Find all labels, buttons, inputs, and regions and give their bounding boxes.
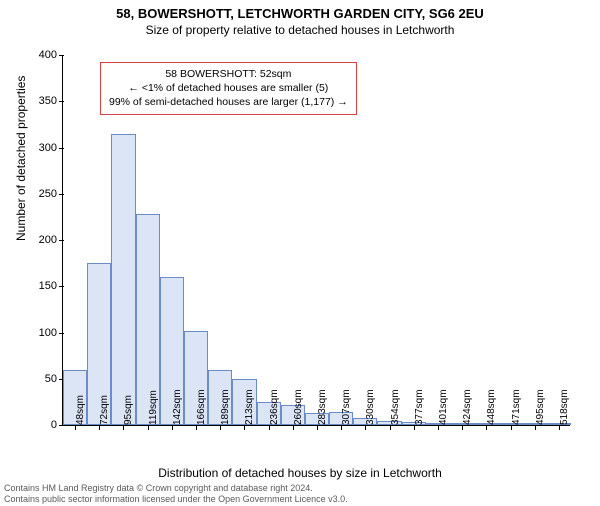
footer-line-2: Contains public sector information licen… <box>4 494 348 504</box>
annotation-line: ← <1% of detached houses are smaller (5) <box>109 81 348 95</box>
x-tick-label: 283sqm <box>313 389 328 425</box>
x-tick-label: 354sqm <box>386 389 401 425</box>
chart-subtitle: Size of property relative to detached ho… <box>0 23 600 37</box>
chart-title: 58, BOWERSHOTT, LETCHWORTH GARDEN CITY, … <box>0 6 600 21</box>
x-tick-label: 471sqm <box>507 389 522 425</box>
y-tick-label: 400 <box>39 49 63 61</box>
y-tick-label: 350 <box>39 95 63 107</box>
x-tick-mark <box>269 425 270 430</box>
x-tick-label: 401sqm <box>434 389 449 425</box>
y-tick-label: 100 <box>39 327 63 339</box>
x-tick-label: 495sqm <box>531 389 546 425</box>
footer-attribution: Contains HM Land Registry data © Crown c… <box>4 483 348 504</box>
x-tick-label: 448sqm <box>482 389 497 425</box>
x-tick-mark <box>438 425 439 430</box>
y-tick-label: 0 <box>51 419 63 431</box>
x-tick-mark <box>559 425 560 430</box>
x-tick-mark <box>148 425 149 430</box>
x-tick-label: 166sqm <box>192 389 207 425</box>
histogram-bar <box>111 134 135 425</box>
x-tick-mark <box>390 425 391 430</box>
y-tick-label: 200 <box>39 234 63 246</box>
x-tick-label: 424sqm <box>458 389 473 425</box>
x-tick-mark <box>462 425 463 430</box>
x-tick-mark <box>196 425 197 430</box>
x-tick-label: 330sqm <box>361 389 376 425</box>
x-tick-label: 142sqm <box>168 389 183 425</box>
annotation-box: 58 BOWERSHOTT: 52sqm← <1% of detached ho… <box>100 62 357 115</box>
annotation-line: 58 BOWERSHOTT: 52sqm <box>109 67 348 81</box>
x-tick-label: 213sqm <box>240 389 255 425</box>
x-tick-mark <box>535 425 536 430</box>
footer-line-1: Contains HM Land Registry data © Crown c… <box>4 483 348 493</box>
x-tick-label: 48sqm <box>71 395 86 425</box>
x-tick-mark <box>220 425 221 430</box>
x-tick-label: 377sqm <box>410 389 425 425</box>
x-tick-mark <box>293 425 294 430</box>
y-tick-label: 50 <box>45 373 63 385</box>
y-tick-label: 250 <box>39 188 63 200</box>
x-tick-mark <box>414 425 415 430</box>
x-tick-mark <box>511 425 512 430</box>
annotation-line: 99% of semi-detached houses are larger (… <box>109 95 348 109</box>
x-tick-label: 236sqm <box>265 389 280 425</box>
x-tick-label: 260sqm <box>289 389 304 425</box>
x-tick-label: 72sqm <box>95 395 110 425</box>
x-tick-mark <box>341 425 342 430</box>
x-tick-mark <box>486 425 487 430</box>
x-tick-label: 518sqm <box>555 389 570 425</box>
x-tick-label: 189sqm <box>216 389 231 425</box>
x-tick-mark <box>365 425 366 430</box>
x-tick-label: 95sqm <box>119 395 134 425</box>
y-axis-label: Number of detached properties <box>14 76 28 241</box>
x-tick-mark <box>75 425 76 430</box>
x-tick-mark <box>99 425 100 430</box>
y-tick-label: 300 <box>39 142 63 154</box>
x-tick-mark <box>317 425 318 430</box>
x-tick-label: 119sqm <box>144 390 159 425</box>
x-axis-label: Distribution of detached houses by size … <box>0 466 600 480</box>
y-tick-label: 150 <box>39 280 63 292</box>
x-tick-label: 307sqm <box>337 389 352 425</box>
x-tick-mark <box>244 425 245 430</box>
x-tick-mark <box>123 425 124 430</box>
x-tick-mark <box>172 425 173 430</box>
